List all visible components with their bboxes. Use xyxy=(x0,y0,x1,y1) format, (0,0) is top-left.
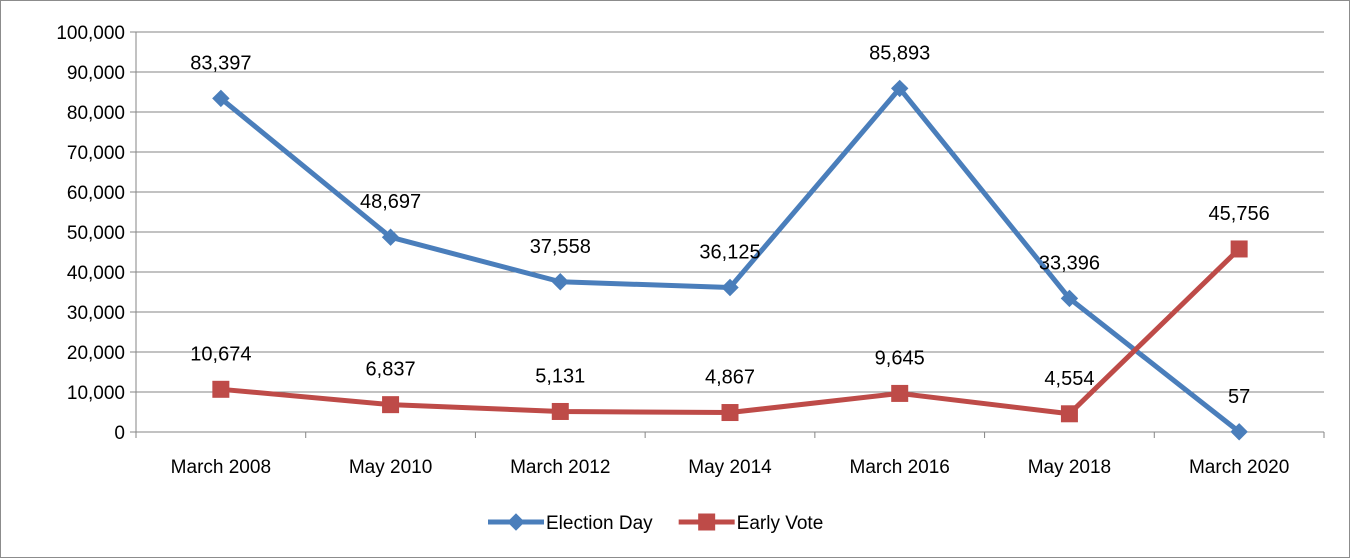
x-tick-label: March 2020 xyxy=(1189,457,1289,478)
early-vote-legend-marker xyxy=(698,513,716,531)
early-vote-data-label: 10,674 xyxy=(190,343,251,365)
election-day-point xyxy=(1060,289,1079,308)
early-vote-point xyxy=(891,384,909,402)
election-day-legend-label: Election Day xyxy=(546,513,653,534)
data-labels: 83,397 48,697 37,558 36,125 85,893 33,396 57 10… xyxy=(190,42,1269,407)
early-vote-point xyxy=(1230,240,1248,258)
series-lines xyxy=(212,79,1248,441)
election-day-point xyxy=(721,278,739,297)
election-day-data-label: 57 xyxy=(1228,386,1250,408)
gridlines xyxy=(136,31,1324,393)
legend: Election Day Early Vote xyxy=(488,513,823,534)
x-tick-label: May 2018 xyxy=(1028,457,1111,478)
y-tick-label: 10,000 xyxy=(67,383,125,404)
y-tick-label: 60,000 xyxy=(67,183,125,204)
election-day-point xyxy=(212,89,230,108)
early-vote-point xyxy=(721,404,739,422)
y-tick-label: 30,000 xyxy=(67,303,125,324)
early-vote-data-label: 45,756 xyxy=(1209,203,1270,225)
early-vote-point xyxy=(551,402,569,420)
early-vote-data-label: 4,554 xyxy=(1044,368,1094,390)
early-vote-data-label: 6,837 xyxy=(366,359,416,381)
y-tick-label: 80,000 xyxy=(67,103,125,124)
election-day-data-label: 33,396 xyxy=(1039,252,1100,274)
election-day-legend-marker xyxy=(507,513,525,531)
early-vote-point xyxy=(212,380,230,398)
election-day-data-label: 48,697 xyxy=(360,191,421,213)
election-day-data-label: 37,558 xyxy=(530,236,591,258)
early-vote-data-label: 5,131 xyxy=(535,365,585,387)
x-tick-label: May 2014 xyxy=(688,457,772,478)
early-vote-point xyxy=(382,396,400,414)
election-day-point xyxy=(551,273,569,291)
election-day-point xyxy=(891,79,909,98)
x-tick-label: March 2008 xyxy=(171,457,271,478)
axes: 0 10,000 20,000 30,000 40,000 50,000 60,000 70,… xyxy=(56,23,1325,478)
early-vote-data-label: 4,867 xyxy=(705,367,755,389)
x-tick-label: March 2016 xyxy=(850,457,950,478)
y-tick-label: 40,000 xyxy=(67,263,125,284)
x-tick-label: May 2010 xyxy=(349,457,432,478)
early-vote-point xyxy=(1060,405,1078,423)
election-day-point xyxy=(1230,423,1248,441)
y-tick-label: 70,000 xyxy=(67,143,125,164)
y-tick-label: 20,000 xyxy=(67,343,125,364)
election-day-point xyxy=(381,228,400,246)
y-tick-label: 0 xyxy=(114,423,125,444)
election-day-data-label: 85,893 xyxy=(869,42,930,64)
election-day-data-label: 36,125 xyxy=(699,242,760,264)
x-tick-label: March 2012 xyxy=(510,457,610,478)
y-tick-label: 90,000 xyxy=(67,63,125,84)
early-vote-data-label: 9,645 xyxy=(875,347,925,369)
y-tick-label: 50,000 xyxy=(67,223,125,244)
early-vote-legend-label: Early Vote xyxy=(737,513,824,534)
y-tick-label: 100,000 xyxy=(56,23,125,44)
election-day-data-label: 83,397 xyxy=(190,52,251,74)
